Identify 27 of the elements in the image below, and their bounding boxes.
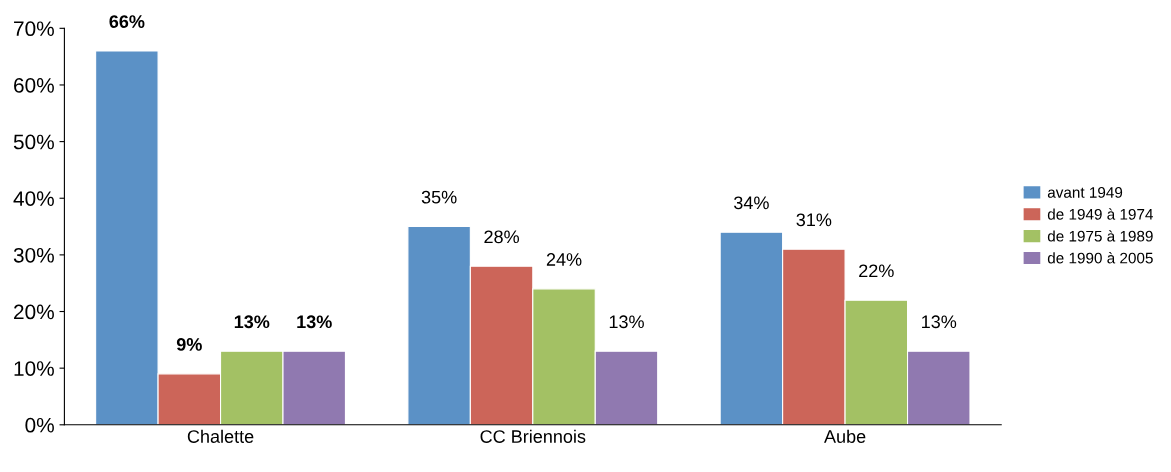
data-label: 13% [297,315,332,329]
legend-label: de 1990 à 2005 [1047,252,1153,264]
data-label: 31% [796,213,832,227]
x-tick-label: CC Briennois [480,429,586,443]
data-label: 13% [234,315,270,329]
legend-label: de 1975 à 1989 [1047,230,1153,242]
data-label: 28% [484,230,520,244]
data-label: 34% [734,196,769,210]
x-tick-label: Aube [824,429,866,443]
y-tick-label: 40% [13,191,54,206]
legend-label: avant 1949 [1047,187,1123,198]
y-tick-label: 0% [25,417,54,433]
data-label: 9% [176,338,202,351]
data-label: 66% [109,15,145,28]
data-label: 13% [922,315,957,329]
data-label: 24% [546,253,582,266]
y-tick-label: 60% [14,77,54,93]
legend-label: de 1949 à 1974 [1047,208,1153,220]
y-tick-label: 10% [14,361,54,376]
y-tick-label: 50% [13,134,54,150]
data-label: 13% [609,315,644,329]
y-tick-label: 30% [13,247,54,263]
data-label: 22% [859,264,894,278]
y-tick-label: 20% [14,304,54,320]
y-tick-label: 70% [14,21,54,37]
data-label: 35% [421,190,457,204]
x-tick-label: Chalette [187,429,254,443]
